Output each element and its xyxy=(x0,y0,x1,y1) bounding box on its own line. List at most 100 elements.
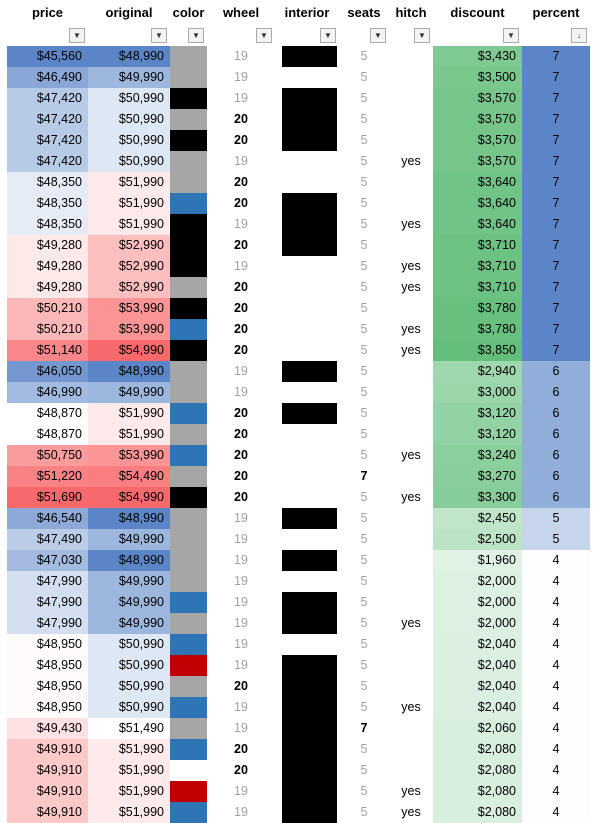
hitch-cell[interactable] xyxy=(389,424,433,445)
color-cell[interactable] xyxy=(170,781,207,802)
price-cell[interactable]: $47,490 xyxy=(7,529,88,550)
wheel-cell[interactable]: 19 xyxy=(234,553,248,567)
percent-cell[interactable]: 7 xyxy=(522,214,590,235)
price-cell[interactable]: $46,490 xyxy=(7,67,88,88)
interior-cell[interactable] xyxy=(275,340,339,361)
percent-cell[interactable]: 6 xyxy=(522,424,590,445)
percent-cell[interactable]: 6 xyxy=(522,487,590,508)
percent-cell[interactable]: 4 xyxy=(522,550,590,571)
percent-cell[interactable]: 4 xyxy=(522,571,590,592)
price-cell[interactable]: $48,350 xyxy=(7,193,88,214)
wheel-cell[interactable]: 19 xyxy=(234,91,248,105)
color-cell[interactable] xyxy=(170,424,207,445)
wheel-cell[interactable]: 19 xyxy=(234,532,248,546)
interior-cell[interactable] xyxy=(275,193,339,214)
discount-cell[interactable]: $1,960 xyxy=(433,550,522,571)
wheel-cell[interactable]: 19 xyxy=(234,385,248,399)
wheel-cell[interactable]: 19 xyxy=(234,49,248,63)
interior-cell[interactable] xyxy=(275,760,339,781)
original-cell[interactable]: $50,990 xyxy=(88,109,170,130)
seats-cell[interactable]: 5 xyxy=(360,70,368,84)
color-cell[interactable] xyxy=(170,718,207,739)
color-cell[interactable] xyxy=(170,382,207,403)
wheel-cell[interactable]: 19 xyxy=(234,217,248,231)
color-cell[interactable] xyxy=(170,403,207,424)
percent-cell[interactable]: 6 xyxy=(522,466,590,487)
wheel-cell[interactable]: 19 xyxy=(234,70,248,84)
original-cell[interactable]: $50,990 xyxy=(88,130,170,151)
interior-cell[interactable] xyxy=(275,109,339,130)
discount-cell[interactable]: $2,040 xyxy=(433,655,522,676)
discount-cell[interactable]: $3,710 xyxy=(433,256,522,277)
discount-cell[interactable]: $3,710 xyxy=(433,277,522,298)
interior-cell[interactable] xyxy=(275,88,339,109)
interior-cell[interactable] xyxy=(275,508,339,529)
price-cell[interactable]: $47,420 xyxy=(7,88,88,109)
percent-cell[interactable]: 7 xyxy=(522,340,590,361)
interior-cell[interactable] xyxy=(275,781,339,802)
percent-cell[interactable]: 7 xyxy=(522,67,590,88)
color-cell[interactable] xyxy=(170,739,207,760)
interior-cell[interactable] xyxy=(275,151,339,172)
price-cell[interactable]: $48,950 xyxy=(7,655,88,676)
percent-cell[interactable]: 7 xyxy=(522,256,590,277)
seats-cell[interactable]: 7 xyxy=(360,721,368,735)
hitch-cell[interactable] xyxy=(389,361,433,382)
color-cell[interactable] xyxy=(170,88,207,109)
price-cell[interactable]: $47,030 xyxy=(7,550,88,571)
wheel-cell[interactable]: 20 xyxy=(234,112,248,126)
dropdown-arrow-icon[interactable]: ▼ xyxy=(414,28,430,43)
interior-cell[interactable] xyxy=(275,529,339,550)
hitch-cell[interactable]: yes xyxy=(401,784,421,798)
hitch-cell[interactable] xyxy=(389,676,433,697)
original-cell[interactable]: $51,990 xyxy=(88,739,170,760)
hitch-cell[interactable] xyxy=(389,382,433,403)
original-cell[interactable]: $50,990 xyxy=(88,676,170,697)
wheel-cell[interactable]: 20 xyxy=(234,238,248,252)
percent-cell[interactable]: 7 xyxy=(522,151,590,172)
seats-cell[interactable]: 5 xyxy=(360,679,368,693)
dropdown-arrow-icon[interactable]: ▼ xyxy=(256,28,272,43)
percent-cell[interactable]: 4 xyxy=(522,676,590,697)
seats-cell[interactable]: 5 xyxy=(360,154,368,168)
wheel-cell[interactable]: 19 xyxy=(234,364,248,378)
wheel-cell[interactable]: 20 xyxy=(234,175,248,189)
wheel-cell[interactable]: 19 xyxy=(234,616,248,630)
price-cell[interactable]: $47,420 xyxy=(7,109,88,130)
color-cell[interactable] xyxy=(170,319,207,340)
original-cell[interactable]: $48,990 xyxy=(88,550,170,571)
color-cell[interactable] xyxy=(170,361,207,382)
seats-cell[interactable]: 5 xyxy=(360,553,368,567)
wheel-cell[interactable]: 19 xyxy=(234,721,248,735)
price-cell[interactable]: $48,950 xyxy=(7,676,88,697)
original-cell[interactable]: $51,990 xyxy=(88,781,170,802)
discount-cell[interactable]: $3,780 xyxy=(433,319,522,340)
interior-cell[interactable] xyxy=(275,67,339,88)
discount-cell[interactable]: $3,570 xyxy=(433,151,522,172)
color-cell[interactable] xyxy=(170,676,207,697)
original-cell[interactable]: $52,990 xyxy=(88,235,170,256)
wheel-cell[interactable]: 19 xyxy=(234,259,248,273)
color-cell[interactable] xyxy=(170,697,207,718)
wheel-cell[interactable]: 20 xyxy=(234,196,248,210)
discount-cell[interactable]: $2,080 xyxy=(433,802,522,823)
original-cell[interactable]: $52,990 xyxy=(88,277,170,298)
original-cell[interactable]: $52,990 xyxy=(88,256,170,277)
color-cell[interactable] xyxy=(170,340,207,361)
interior-cell[interactable] xyxy=(275,571,339,592)
discount-cell[interactable]: $3,240 xyxy=(433,445,522,466)
wheel-cell[interactable]: 20 xyxy=(234,469,248,483)
color-cell[interactable] xyxy=(170,46,207,67)
discount-cell[interactable]: $3,120 xyxy=(433,424,522,445)
interior-cell[interactable] xyxy=(275,655,339,676)
interior-cell[interactable] xyxy=(275,550,339,571)
seats-cell[interactable]: 5 xyxy=(360,805,368,819)
seats-cell[interactable]: 5 xyxy=(360,301,368,315)
original-cell[interactable]: $50,990 xyxy=(88,634,170,655)
percent-cell[interactable]: 7 xyxy=(522,46,590,67)
hitch-cell[interactable] xyxy=(389,193,433,214)
seats-cell[interactable]: 5 xyxy=(360,322,368,336)
color-cell[interactable] xyxy=(170,487,207,508)
original-cell[interactable]: $50,990 xyxy=(88,151,170,172)
color-cell[interactable] xyxy=(170,466,207,487)
